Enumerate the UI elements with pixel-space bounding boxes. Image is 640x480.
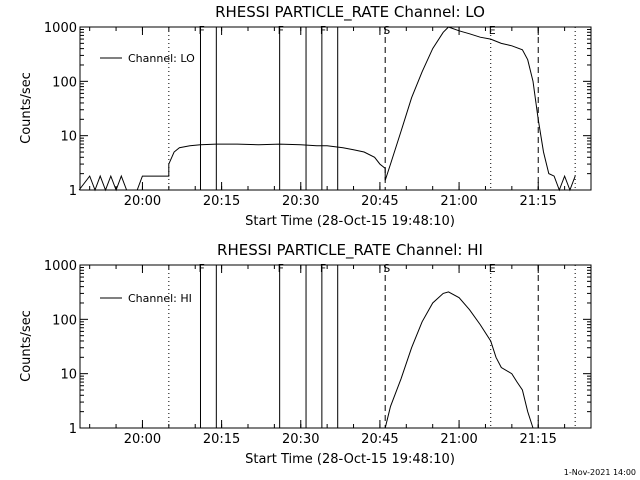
x-tick-label: 21:00 [440,432,477,447]
y-tick-label: 1 [69,422,77,437]
y-tick-label: 10 [60,368,77,383]
legend: Channel: LO [100,52,195,65]
x-tick-label: 20:30 [282,194,319,209]
y-axis-label: Counts/sec [19,72,34,144]
event-flag-label: F [278,262,284,275]
event-flag-label: F [320,262,326,275]
event-flag-label: F [198,24,204,37]
legend: Channel: HI [100,292,192,305]
chart-title: RHESSI PARTICLE_RATE Channel: HI [217,241,483,260]
event-flag-label: S [383,24,390,37]
event-flag-label: F [198,262,204,275]
legend-label: Channel: HI [128,292,192,305]
x-tick-label: 20:00 [124,194,161,209]
series-line [78,26,576,192]
y-tick-label: 1000 [44,259,77,274]
y-axis-label: Counts/sec [19,310,34,382]
event-flag-label: S [383,262,390,275]
panel-lo: RHESSI PARTICLE_RATE Channel: LO Start T… [19,3,592,229]
y-tick-label: 10 [60,130,77,145]
x-tick-label: 21:15 [519,432,556,447]
x-tick-label: 20:15 [203,194,240,209]
x-tick-label: 20:15 [203,432,240,447]
y-tick-label: 1000 [44,21,77,36]
x-tick-label: 20:45 [361,194,398,209]
x-tick-label: 20:45 [361,432,398,447]
plot-frame [79,264,592,429]
event-flag-label: F [320,24,326,37]
y-tick-label: 1 [69,184,77,199]
plot-frame [79,26,592,191]
panel-hi: RHESSI PARTICLE_RATE Channel: HI Start T… [19,241,592,467]
y-tick-label: 100 [52,313,77,328]
series-line [384,291,534,429]
x-tick-label: 21:15 [519,194,556,209]
legend-label: Channel: LO [128,52,195,65]
footer-date: 1-Nov-2021 14:00 [564,468,636,477]
chart-title: RHESSI PARTICLE_RATE Channel: LO [215,3,485,22]
y-tick-label: 100 [52,75,77,90]
event-flag-label: F [278,24,284,37]
x-axis-label: Start Time (28-Oct-15 19:48:10) [245,214,455,229]
x-axis-label: Start Time (28-Oct-15 19:48:10) [245,452,455,467]
event-flag-label: E [489,24,496,37]
x-tick-label: 20:00 [124,432,161,447]
x-tick-label: 20:30 [282,432,319,447]
x-tick-label: 21:00 [440,194,477,209]
event-flag-label: E [489,262,496,275]
